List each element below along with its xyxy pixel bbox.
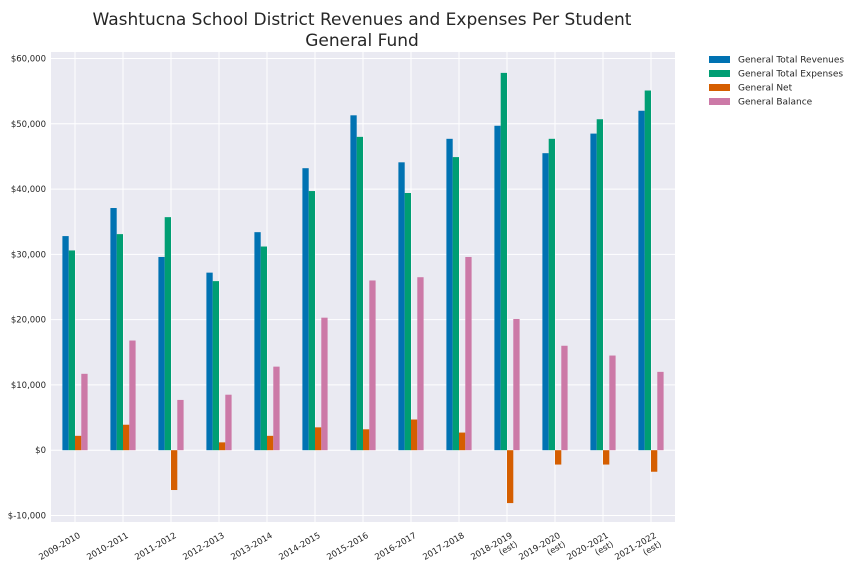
bar [446, 138, 453, 451]
bar [513, 318, 520, 451]
legend-swatch [709, 70, 730, 77]
bar [219, 442, 226, 451]
bar [638, 110, 645, 451]
bar [321, 317, 328, 451]
x-tick-label-line: 2010-2011 [85, 531, 130, 563]
bars [62, 72, 664, 504]
legend-swatch [709, 98, 730, 105]
chart-title: Washtucna School District Revenues and E… [93, 10, 632, 30]
bar [260, 246, 267, 451]
bar [75, 435, 82, 451]
x-tick-label: 2019-2020(est) [517, 531, 567, 563]
bar [542, 153, 549, 451]
x-tick-label: 2011-2012 [133, 531, 178, 563]
bar [356, 136, 363, 451]
x-tick-label: 2013-2014 [229, 531, 274, 563]
bar [68, 250, 75, 451]
bar [452, 157, 459, 451]
bar [494, 125, 501, 451]
y-tick-label: $20,000 [11, 316, 46, 326]
x-tick-label-line: 2009-2010 [37, 531, 82, 563]
bar [225, 394, 232, 451]
bar [212, 281, 219, 451]
legend: General Total Revenues General Total Expe… [709, 56, 844, 108]
x-tick-label-line: 2016-2017 [373, 531, 418, 563]
y-tick-label: $0 [35, 446, 46, 456]
bar [62, 236, 69, 451]
bar [254, 232, 261, 451]
bar [116, 234, 123, 451]
x-tick-label-line: 2011-2012 [133, 531, 178, 563]
bar [171, 450, 178, 491]
x-tick-label-line: 2012-2013 [181, 531, 226, 563]
bar [267, 435, 274, 451]
chart-subtitle: General Fund [305, 31, 419, 51]
bar [603, 450, 610, 465]
bar [500, 72, 507, 451]
bar [302, 168, 309, 451]
x-tick-label: 2014-2015 [277, 531, 322, 563]
y-tick-label: $50,000 [11, 120, 46, 130]
legend-label: General Balance [738, 98, 813, 108]
bar [123, 424, 130, 451]
x-axis-ticks: 2009-2010 2010-2011 2011-2012 2012-2013 2013… [37, 531, 663, 563]
legend-swatch [709, 56, 730, 63]
bar [350, 115, 357, 451]
x-tick-label: 2020-2021(est) [565, 531, 615, 563]
bar [507, 450, 514, 504]
x-tick-label-line: 2013-2014 [229, 531, 274, 563]
legend-label: General Total Revenues [738, 56, 844, 66]
bar [177, 399, 184, 451]
bar [651, 450, 658, 472]
bar [459, 432, 466, 451]
y-tick-label: $30,000 [11, 250, 46, 260]
bar [404, 193, 411, 451]
legend-label: General Total Expenses [738, 70, 843, 80]
y-tick-label: $60,000 [11, 55, 46, 65]
bar [417, 277, 424, 451]
y-tick-label: $40,000 [11, 185, 46, 195]
bar [308, 191, 315, 451]
bar [81, 373, 88, 451]
bar [609, 355, 616, 451]
bar [398, 162, 405, 451]
bar [164, 217, 171, 451]
y-axis-ticks: $-10,000 $0 $10,000 $20,000 $30,000 $40,000 $5… [8, 55, 46, 522]
bar [315, 427, 322, 451]
bar [590, 133, 597, 451]
bar [129, 340, 136, 451]
y-tick-label: $10,000 [11, 381, 46, 391]
x-tick-label: 2012-2013 [181, 531, 226, 563]
bar [273, 366, 280, 451]
x-tick-label: 2015-2016 [325, 531, 370, 563]
legend-swatch [709, 84, 730, 91]
bar [363, 429, 370, 451]
x-tick-label-line: 2014-2015 [277, 531, 322, 563]
bar [548, 138, 555, 451]
bar [158, 256, 165, 451]
bar [555, 450, 562, 465]
bar [465, 256, 472, 451]
bar [369, 280, 376, 451]
bar [411, 419, 418, 451]
x-tick-label: 2009-2010 [37, 531, 82, 563]
x-tick-label-line: 2017-2018 [421, 531, 466, 563]
x-tick-label: 2016-2017 [373, 531, 418, 563]
y-tick-label: $-10,000 [8, 511, 46, 521]
x-tick-label: 2021-2022(est) [613, 531, 663, 563]
x-tick-label-line: 2015-2016 [325, 531, 370, 563]
legend-label: General Net [738, 84, 793, 94]
bar [110, 208, 117, 451]
x-tick-label: 2018-2019(est) [469, 531, 519, 563]
bar [561, 345, 568, 451]
bar [644, 90, 651, 451]
bar [657, 371, 664, 451]
bar [596, 119, 603, 451]
x-tick-label: 2017-2018 [421, 531, 466, 563]
x-tick-label: 2010-2011 [85, 531, 130, 563]
bar [206, 272, 213, 451]
